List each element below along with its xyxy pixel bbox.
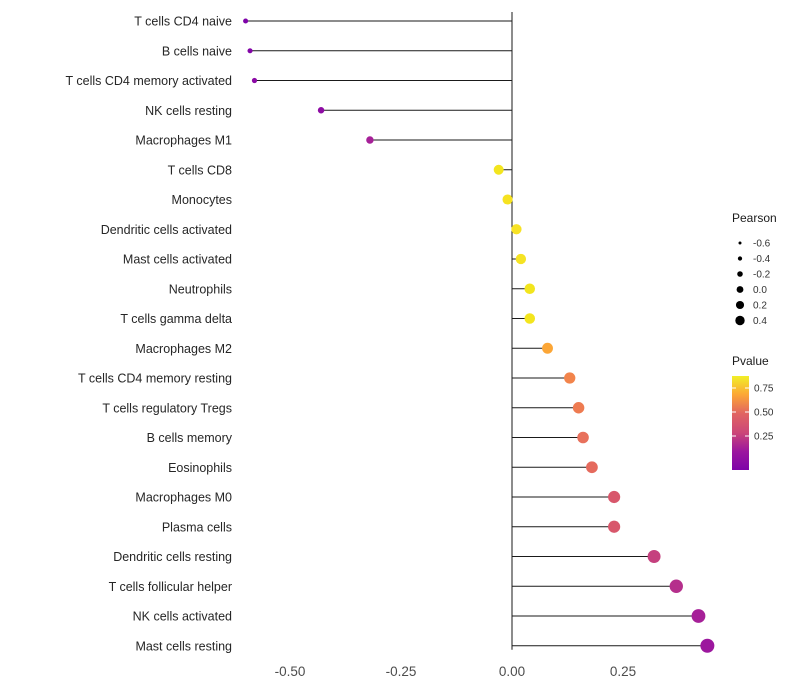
lollipop-dot — [243, 18, 249, 24]
category-label: T cells follicular helper — [109, 580, 232, 594]
category-label: Macrophages M2 — [135, 342, 232, 356]
pvalue-gradient-bar — [732, 376, 749, 470]
category-label: NK cells activated — [133, 610, 232, 624]
category-label: Macrophages M0 — [135, 491, 232, 505]
pearson-legend-dot — [735, 300, 745, 310]
category-label: NK cells resting — [145, 104, 232, 118]
pearson-legend-dot — [737, 256, 743, 261]
lollipop-dot — [691, 609, 706, 623]
pearson-legend-label: 0.4 — [753, 316, 767, 327]
lollipop-dot — [572, 402, 585, 414]
lollipop-dot — [317, 107, 325, 114]
lollipop-dot — [251, 77, 258, 84]
pearson-legend-dot — [736, 286, 744, 293]
pearson-legend-title: Pearson — [732, 211, 777, 225]
category-label: T cells CD4 memory activated — [66, 74, 233, 88]
category-label: Neutrophils — [169, 282, 232, 296]
category-label: Dendritic cells resting — [113, 550, 232, 564]
lollipop-dot — [511, 224, 522, 235]
lollipop-dot — [647, 550, 661, 563]
pearson-legend-dot — [735, 315, 745, 326]
category-label: Plasma cells — [162, 520, 232, 534]
category-label: Monocytes — [172, 193, 232, 207]
x-tick-label: 0.00 — [499, 664, 525, 679]
lollipop-dot — [564, 372, 576, 384]
lollipop-dot — [586, 461, 598, 474]
lollipop-dot — [608, 490, 621, 504]
x-tick-label: -0.25 — [386, 664, 417, 679]
x-tick-label: 0.25 — [610, 664, 636, 679]
category-label: Eosinophils — [168, 461, 232, 475]
pearson-legend-label: -0.6 — [753, 239, 771, 250]
category-label: Mast cells resting — [135, 639, 232, 653]
category-label: T cells regulatory Tregs — [102, 401, 232, 415]
category-label: Dendritic cells activated — [101, 223, 232, 237]
category-label: T cells CD4 naive — [134, 15, 232, 29]
pvalue-legend-label: 0.50 — [754, 408, 774, 419]
category-label: Mast cells activated — [123, 253, 232, 267]
lollipop-dot — [524, 283, 536, 295]
category-label: B cells naive — [162, 44, 232, 58]
lollipop-dot — [493, 164, 504, 175]
lollipop-dot — [608, 520, 621, 533]
pearson-legend-label: -0.2 — [753, 270, 771, 281]
category-label: B cells memory — [147, 431, 233, 445]
pearson-legend-label: 0.2 — [753, 301, 767, 312]
lollipop-dot — [524, 313, 536, 324]
lollipop-dot — [366, 136, 374, 144]
pearson-legend-dot — [737, 271, 743, 277]
lollipop-dot — [247, 48, 253, 54]
lollipop-dot — [502, 194, 513, 205]
pvalue-legend-label: 0.25 — [754, 432, 774, 443]
pearson-legend-label: -0.4 — [753, 254, 771, 265]
category-label: T cells CD4 memory resting — [78, 372, 232, 386]
pearson-legend-label: 0.0 — [753, 285, 767, 296]
lollipop-dot — [669, 579, 683, 593]
lollipop-dot — [542, 342, 553, 354]
pvalue-legend-label: 0.75 — [754, 384, 774, 395]
lollipop-dot — [700, 638, 715, 653]
pvalue-legend-title: Pvalue — [732, 354, 769, 368]
category-label: Macrophages M1 — [135, 134, 232, 148]
lollipop-dot — [577, 431, 589, 444]
x-tick-label: -0.50 — [275, 664, 306, 679]
category-label: T cells gamma delta — [120, 312, 232, 326]
category-label: T cells CD8 — [168, 163, 232, 177]
pearson-legend-dot — [738, 241, 742, 245]
lollipop-dot — [515, 253, 527, 265]
